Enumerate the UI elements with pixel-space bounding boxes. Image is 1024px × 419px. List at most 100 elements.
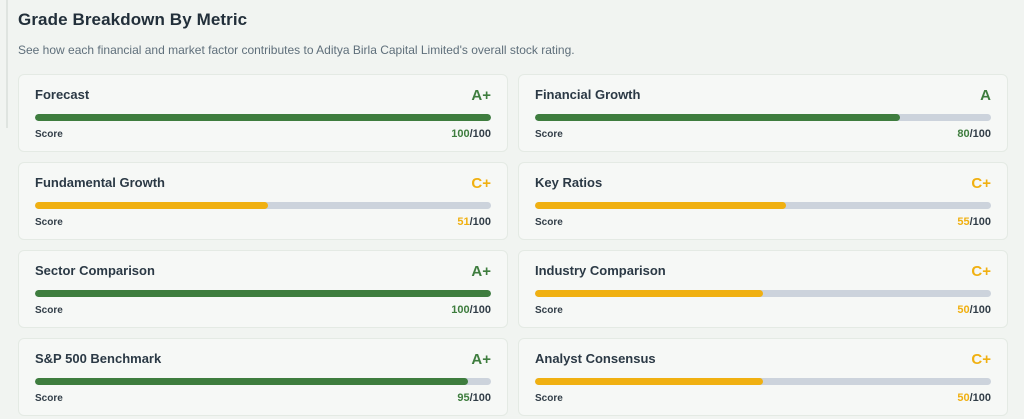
card-score-area: Score 50/100	[535, 378, 991, 404]
score-progress-fill	[35, 202, 268, 209]
score-progress-fill	[35, 378, 469, 385]
metric-grade: A+	[471, 87, 491, 104]
metric-card-industry-comparison: Industry Comparison C+ Score 50/100	[518, 250, 1008, 328]
score-row: Score 95/100	[35, 392, 491, 404]
card-header: Sector Comparison A+	[35, 263, 491, 279]
score-row: Score 80/100	[535, 128, 991, 140]
score-label: Score	[535, 393, 563, 404]
score-max: /100	[969, 128, 991, 140]
score-number: 50	[957, 392, 970, 404]
score-max: /100	[469, 392, 491, 404]
metric-title: S&P 500 Benchmark	[35, 351, 162, 366]
page-subtitle: See how each financial and market factor…	[18, 43, 575, 57]
score-progress-track	[35, 290, 491, 297]
score-max: /100	[969, 392, 991, 404]
score-row: Score 51/100	[35, 216, 491, 228]
score-progress-fill	[535, 290, 763, 297]
score-progress-track	[535, 378, 991, 385]
score-progress-fill	[35, 290, 491, 297]
page-title: Grade Breakdown By Metric	[18, 10, 248, 29]
metric-title: Sector Comparison	[35, 263, 155, 278]
score-value: 55/100	[957, 216, 991, 228]
metric-card-fundamental-growth: Fundamental Growth C+ Score 51/100	[18, 162, 508, 240]
score-row: Score 100/100	[35, 304, 491, 316]
card-score-area: Score 50/100	[535, 290, 991, 316]
metric-title: Key Ratios	[535, 175, 603, 190]
metric-grade: A	[980, 87, 991, 104]
score-number: 100	[451, 128, 470, 140]
score-progress-fill	[535, 114, 900, 121]
score-progress-track	[535, 114, 991, 121]
metric-grade: C+	[971, 263, 991, 280]
score-number: 50	[957, 304, 970, 316]
metric-grade: A+	[471, 351, 491, 368]
score-value: 100/100	[451, 304, 491, 316]
left-edge-divider	[6, 0, 8, 128]
metric-title: Analyst Consensus	[535, 351, 656, 366]
score-row: Score 50/100	[535, 392, 991, 404]
card-score-area: Score 100/100	[35, 290, 491, 316]
score-progress-track	[35, 114, 491, 121]
metric-card-forecast: Forecast A+ Score 100/100	[18, 74, 508, 152]
score-value: 100/100	[451, 128, 491, 140]
score-progress-fill	[535, 378, 763, 385]
metric-card-financial-growth: Financial Growth A Score 80/100	[518, 74, 1008, 152]
score-row: Score 50/100	[535, 304, 991, 316]
metric-cards-grid: Forecast A+ Score 100/100 Financial Grow…	[18, 74, 1008, 416]
score-progress-fill	[535, 202, 786, 209]
score-number: 95	[457, 392, 470, 404]
score-label: Score	[535, 129, 563, 140]
metric-card-key-ratios: Key Ratios C+ Score 55/100	[518, 162, 1008, 240]
score-value: 51/100	[457, 216, 491, 228]
card-header: Fundamental Growth C+	[35, 175, 491, 191]
metric-grade: C+	[471, 175, 491, 192]
score-max: /100	[969, 304, 991, 316]
metric-card-sp500-benchmark: S&P 500 Benchmark A+ Score 95/100	[18, 338, 508, 416]
card-header: Key Ratios C+	[535, 175, 991, 191]
score-value: 50/100	[957, 304, 991, 316]
score-row: Score 55/100	[535, 216, 991, 228]
score-number: 51	[457, 216, 470, 228]
score-label: Score	[535, 305, 563, 316]
card-header: Industry Comparison C+	[535, 263, 991, 279]
card-score-area: Score 51/100	[35, 202, 491, 228]
score-label: Score	[35, 217, 63, 228]
score-max: /100	[469, 304, 491, 316]
metric-grade: C+	[971, 175, 991, 192]
metric-card-sector-comparison: Sector Comparison A+ Score 100/100	[18, 250, 508, 328]
score-progress-fill	[35, 114, 491, 121]
score-max: /100	[969, 216, 991, 228]
score-value: 95/100	[457, 392, 491, 404]
card-score-area: Score 80/100	[535, 114, 991, 140]
metric-grade: A+	[471, 263, 491, 280]
card-header: S&P 500 Benchmark A+	[35, 351, 491, 367]
card-header: Analyst Consensus C+	[535, 351, 991, 367]
metric-grade: C+	[971, 351, 991, 368]
score-label: Score	[35, 305, 63, 316]
score-row: Score 100/100	[35, 128, 491, 140]
score-label: Score	[535, 217, 563, 228]
metric-title: Fundamental Growth	[35, 175, 165, 190]
card-header: Forecast A+	[35, 87, 491, 103]
metric-title: Industry Comparison	[535, 263, 666, 278]
score-label: Score	[35, 129, 63, 140]
score-progress-track	[35, 378, 491, 385]
score-number: 100	[451, 304, 470, 316]
score-progress-track	[35, 202, 491, 209]
score-max: /100	[469, 128, 491, 140]
card-score-area: Score 55/100	[535, 202, 991, 228]
card-header: Financial Growth A	[535, 87, 991, 103]
card-score-area: Score 100/100	[35, 114, 491, 140]
card-score-area: Score 95/100	[35, 378, 491, 404]
score-value: 50/100	[957, 392, 991, 404]
metric-title: Forecast	[35, 87, 90, 102]
score-number: 55	[957, 216, 970, 228]
score-label: Score	[35, 393, 63, 404]
metric-title: Financial Growth	[535, 87, 641, 102]
score-progress-track	[535, 202, 991, 209]
score-value: 80/100	[957, 128, 991, 140]
metric-card-analyst-consensus: Analyst Consensus C+ Score 50/100	[518, 338, 1008, 416]
score-number: 80	[957, 128, 970, 140]
score-progress-track	[535, 290, 991, 297]
